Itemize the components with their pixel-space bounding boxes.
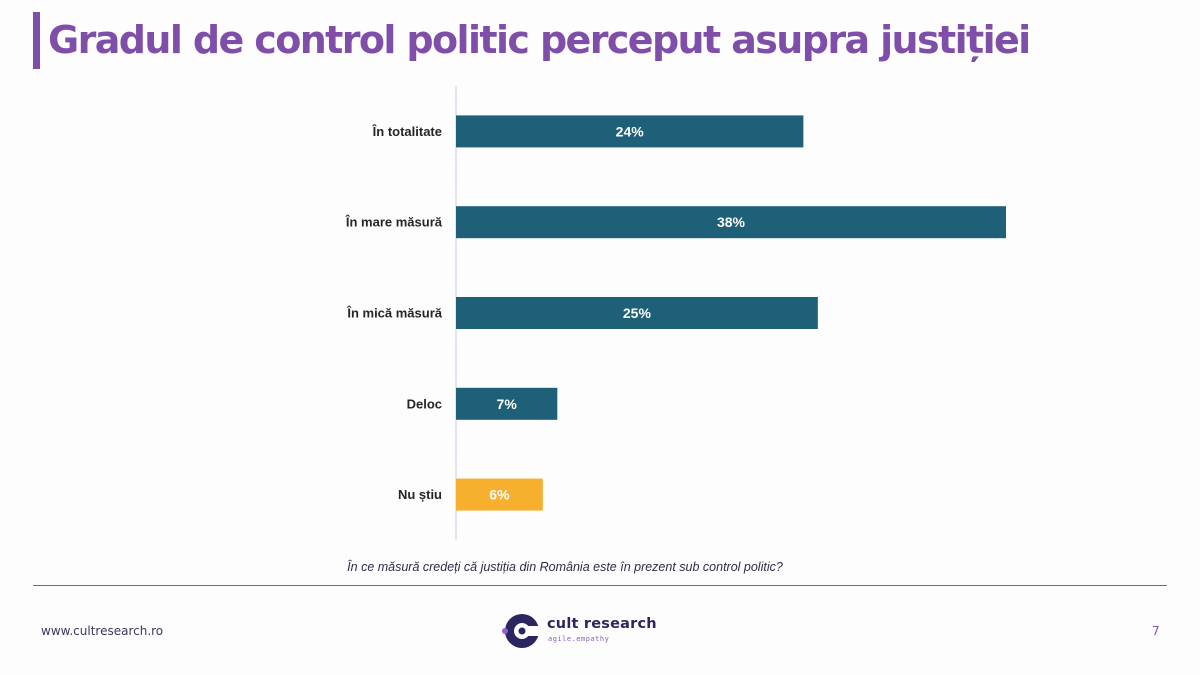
category-label: În totalitate [372, 124, 442, 139]
logo-name: cult research [547, 616, 657, 632]
page-number: 7 [1152, 624, 1160, 638]
bar-3 [456, 387, 558, 420]
bar-4 [456, 478, 543, 511]
logo-c-icon [502, 614, 540, 648]
category-label: În mare măsură [345, 215, 443, 230]
category-label: Deloc [407, 396, 442, 411]
bars-group: În totalitate 24% În mare măsură 38% În mică… [345, 115, 1006, 511]
title-accent-bar [33, 12, 40, 69]
category-label: În mică măsură [346, 306, 442, 321]
value-label: 38% [717, 214, 746, 230]
bar-0 [456, 115, 804, 148]
category-label: Nu știu [398, 487, 442, 502]
value-label: 7% [497, 396, 518, 412]
survey-question: În ce măsură credeți că justiția din Rom… [347, 560, 783, 574]
logo-tagline: agile.empathy [548, 635, 610, 643]
bar-2 [456, 297, 818, 329]
bar-chart: În totalitate 24% În mare măsură 38% În mică… [345, 86, 1006, 540]
bar-1 [456, 206, 1006, 239]
value-label: 24% [616, 123, 645, 139]
website-link[interactable]: www.cultresearch.ro [41, 624, 164, 638]
value-label: 6% [489, 487, 510, 503]
page-title: Gradul de control politic perceput asupr… [48, 18, 1031, 62]
value-label: 25% [623, 305, 652, 321]
cult-research-logo: cult research agile.empathy [500, 610, 660, 654]
footer-divider [33, 585, 1167, 586]
